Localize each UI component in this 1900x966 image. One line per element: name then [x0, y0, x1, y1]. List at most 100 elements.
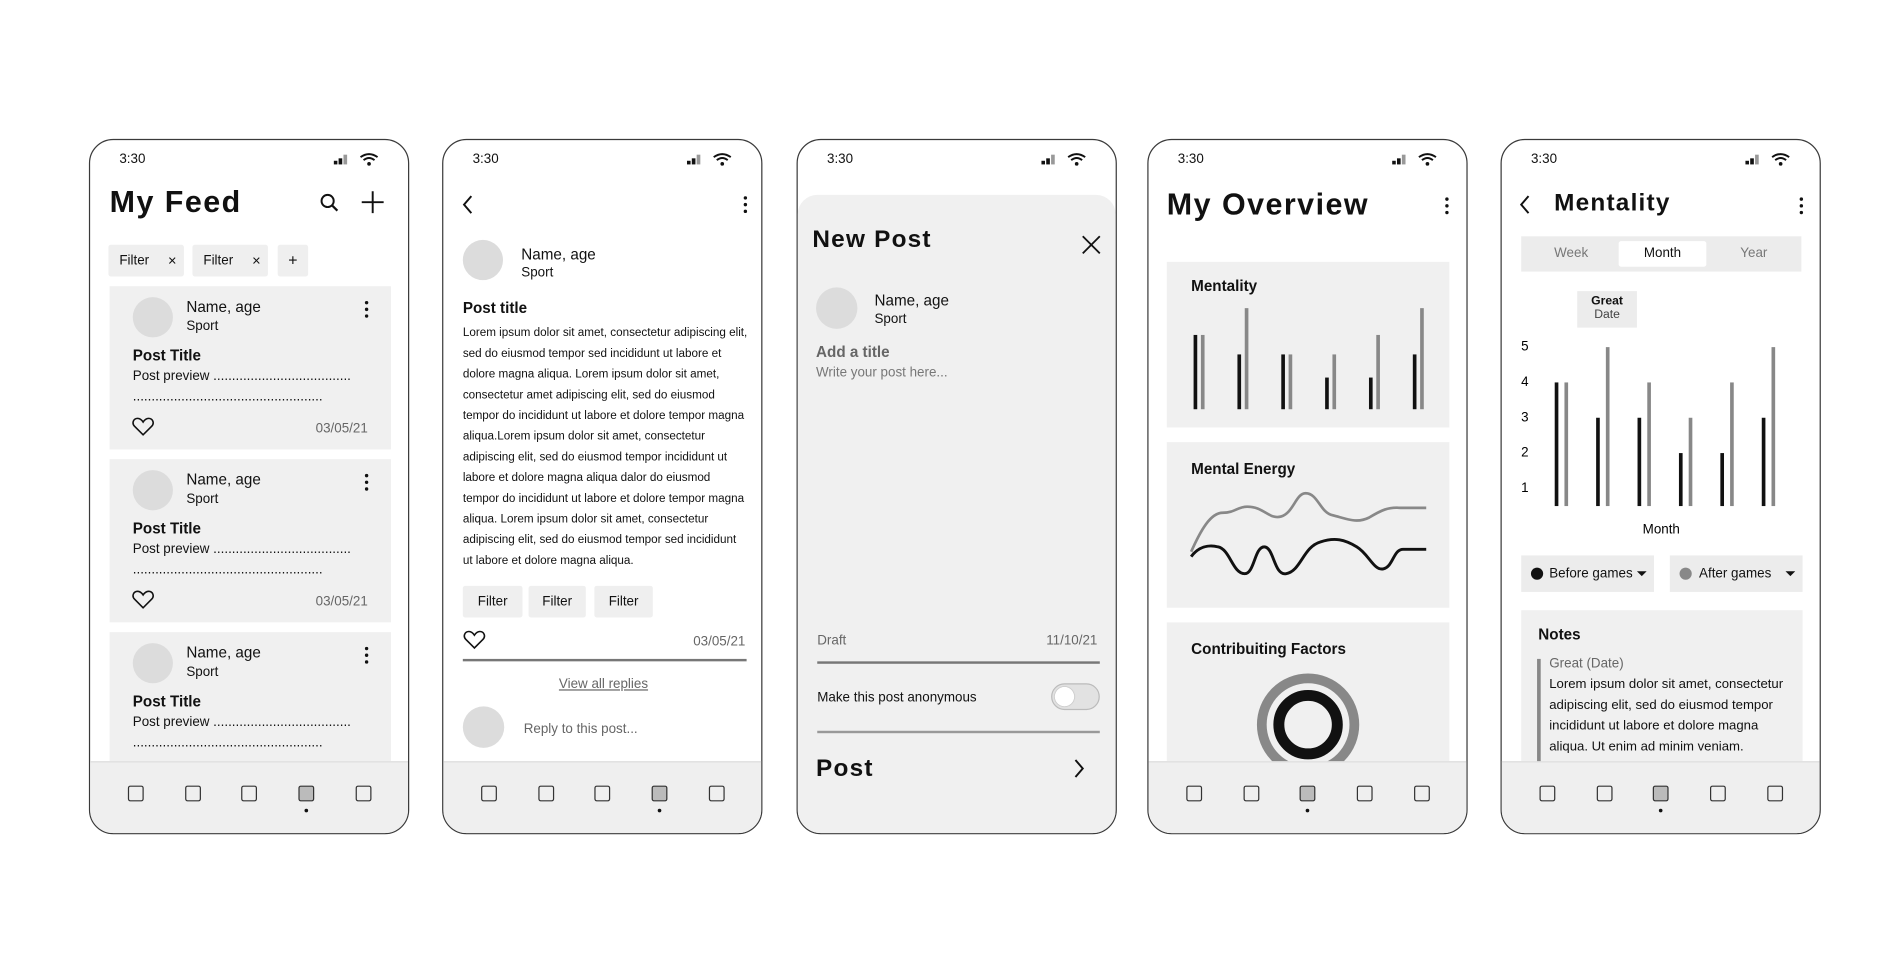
view-replies-link[interactable]: View all replies: [558, 677, 649, 692]
menu-dot: [364, 307, 369, 312]
menu-icon[interactable]: [363, 473, 370, 492]
nav-item[interactable]: [355, 785, 371, 802]
nav-item[interactable]: [1766, 785, 1783, 802]
phone-mentality: 3:30 Mentality Week Month Year 1 2 3 4 5 Mont…: [1500, 138, 1821, 835]
author-name: Name, age: [186, 644, 261, 662]
author-sport: Sport: [186, 492, 219, 507]
nav-item[interactable]: [1185, 785, 1202, 802]
card-title: Mental Energy: [1191, 460, 1296, 478]
mentality-card[interactable]: Mentality: [1166, 261, 1450, 428]
remove-icon[interactable]: ×: [168, 252, 177, 270]
filter-chip[interactable]: Filter: [462, 585, 523, 618]
wifi-dot: [367, 161, 371, 166]
remove-icon[interactable]: ×: [252, 252, 261, 270]
add-filter[interactable]: +: [277, 244, 309, 277]
nav-item[interactable]: [650, 785, 667, 802]
title-input[interactable]: Add a title: [816, 343, 890, 361]
nav-indicator: [1658, 808, 1662, 813]
status-icons: [1392, 153, 1437, 166]
bottom-nav: [1148, 761, 1467, 834]
nav-item[interactable]: [1298, 785, 1315, 802]
nav-item[interactable]: [127, 785, 144, 802]
nav-item[interactable]: [1538, 785, 1555, 802]
nav-item[interactable]: [1652, 785, 1668, 802]
nav-item[interactable]: [240, 785, 257, 802]
nav-item[interactable]: [1242, 785, 1259, 802]
mentality-chart: 1 2 3 4 5 Month: [1521, 339, 1776, 536]
nav-item[interactable]: [1596, 785, 1612, 802]
post-preview: Post preview ...........................…: [132, 714, 352, 730]
bar: [1637, 417, 1642, 507]
reply-input[interactable]: Reply to this post...: [523, 722, 638, 737]
mental-energy-card[interactable]: Mental Energy: [1166, 442, 1450, 608]
bar: [1605, 347, 1610, 507]
post-button[interactable]: Post: [816, 755, 874, 782]
nav-item[interactable]: [1356, 785, 1373, 802]
author-name: Name, age: [874, 292, 949, 310]
like-icon[interactable]: [132, 589, 155, 610]
x-axis-label: Month: [1643, 521, 1680, 536]
nav-item[interactable]: [593, 785, 610, 802]
like-icon[interactable]: [132, 417, 155, 438]
nav-item[interactable]: [1709, 785, 1726, 802]
signal-bar: [1051, 154, 1055, 165]
like-icon[interactable]: [463, 630, 486, 651]
back-icon[interactable]: [1518, 194, 1533, 216]
bar: [1564, 382, 1569, 507]
divider: [462, 658, 747, 661]
post-preview: Post preview ...........................…: [132, 541, 352, 557]
mini-bar-chart: [1193, 308, 1424, 410]
close-icon[interactable]: [1082, 235, 1101, 254]
post-card[interactable]: Name, age Sport Post Title Post preview ...…: [109, 459, 391, 623]
legend-dropdown[interactable]: After games: [1669, 555, 1803, 592]
legend-dropdown[interactable]: Before games: [1521, 555, 1654, 592]
filter-chip[interactable]: Filter: [528, 585, 586, 618]
avatar: [132, 297, 173, 338]
menu-icon[interactable]: [742, 195, 749, 214]
menu-icon[interactable]: [1798, 196, 1805, 215]
bar: [1730, 382, 1734, 507]
toggle-knob: [1054, 686, 1075, 707]
filter-chip[interactable]: Filter: [594, 585, 653, 618]
filter-chip[interactable]: Filter ×: [108, 244, 184, 277]
wifi-dot: [1074, 161, 1079, 166]
phone-post: 3:30 Name, age Sport Post title Lorem ip…: [442, 138, 763, 835]
tab[interactable]: Year: [1740, 246, 1768, 261]
menu-dot: [364, 660, 369, 664]
back-icon[interactable]: [460, 194, 475, 216]
nav-item[interactable]: [184, 785, 201, 802]
signal-bar: [333, 160, 338, 165]
signal-bar: [696, 154, 701, 165]
phone-overview: 3:30 My Overview Mentality Mental Energy…: [1147, 138, 1468, 835]
nav-item[interactable]: [297, 785, 314, 802]
post-card[interactable]: Name, age Sport Post Title Post preview ...…: [109, 286, 391, 450]
filter-label: Filter: [203, 253, 234, 268]
menu-icon[interactable]: [363, 646, 370, 665]
nav-item[interactable]: [537, 785, 554, 802]
status-icons: [686, 153, 732, 166]
note-accent: [1537, 658, 1541, 830]
heart: [132, 417, 154, 436]
nav-item[interactable]: [1413, 785, 1430, 802]
bar: [1720, 453, 1725, 507]
phone-feed: 3:30 My Feed Filter × Filter × + Name, age…: [88, 138, 410, 835]
add-icon[interactable]: [361, 190, 385, 214]
menu-dot: [364, 487, 369, 491]
body-input[interactable]: Write your post here...: [816, 365, 948, 381]
nav-item[interactable]: [480, 785, 497, 802]
tooltip-title: Great: [1591, 294, 1623, 309]
post-title: Post title: [462, 299, 528, 317]
menu-icon[interactable]: [363, 300, 370, 319]
tab-active[interactable]: Month: [1618, 241, 1707, 267]
menu-icon[interactable]: [1443, 196, 1450, 215]
search-icon[interactable]: [319, 192, 341, 214]
phone-new-post: 3:30 New Post Name, age Sport Add a titl…: [796, 138, 1117, 835]
anonymous-toggle[interactable]: [1051, 683, 1100, 711]
signal-bar: [691, 158, 696, 165]
chevron-icon[interactable]: [1072, 758, 1087, 780]
nav-indicator: [303, 808, 308, 813]
nav-item[interactable]: [708, 785, 725, 802]
tab[interactable]: Week: [1554, 246, 1589, 261]
post-title: Post Title: [132, 347, 201, 365]
filter-chip[interactable]: Filter ×: [192, 244, 268, 277]
